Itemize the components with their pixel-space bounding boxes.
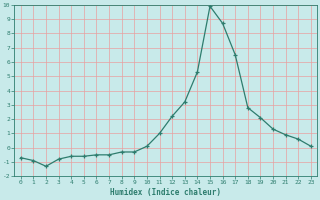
X-axis label: Humidex (Indice chaleur): Humidex (Indice chaleur) xyxy=(110,188,221,197)
